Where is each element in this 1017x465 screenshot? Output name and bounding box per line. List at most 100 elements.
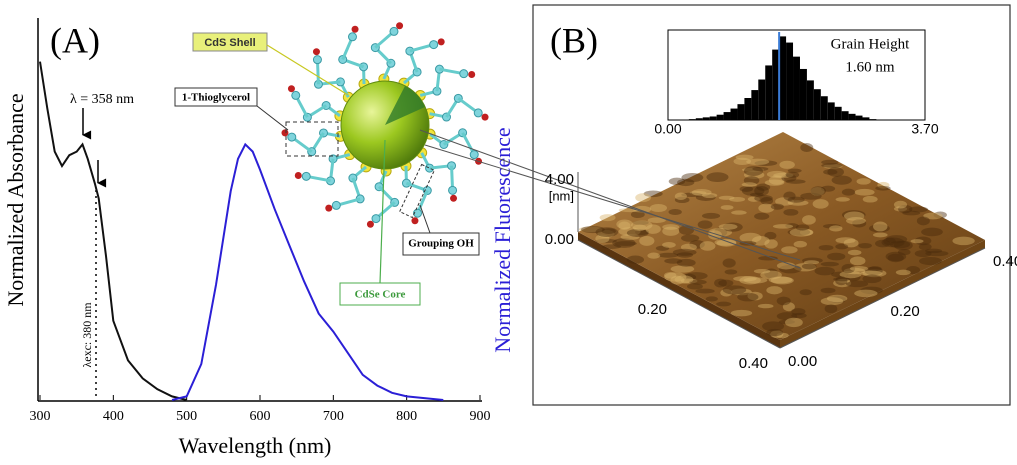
bar — [856, 116, 863, 120]
grain — [919, 243, 932, 250]
grain — [669, 209, 682, 215]
grain — [702, 213, 720, 219]
grain — [842, 189, 855, 196]
atom — [390, 27, 398, 35]
grain — [779, 161, 795, 169]
grain — [773, 224, 793, 229]
shell-label: CdS Shell — [204, 37, 255, 49]
grain — [695, 289, 714, 294]
pointer — [420, 205, 430, 233]
peak-annotation: λ = 358 nm — [70, 92, 134, 107]
atom — [292, 91, 300, 99]
atom — [474, 109, 482, 117]
grain — [911, 239, 924, 243]
grain — [706, 172, 728, 182]
atom — [430, 41, 438, 49]
grain — [800, 289, 812, 295]
grain — [721, 205, 734, 210]
grain — [786, 172, 800, 178]
bar — [807, 80, 814, 120]
grain — [873, 232, 888, 237]
bar — [786, 43, 793, 120]
oh — [281, 129, 288, 136]
grain — [855, 189, 875, 196]
bar — [724, 112, 731, 120]
grain — [717, 240, 737, 247]
grain — [758, 304, 774, 308]
grain — [854, 290, 877, 297]
z-unit: [nm] — [549, 188, 574, 203]
line — [40, 62, 187, 400]
grain — [698, 220, 713, 228]
x-tick-label: 700 — [323, 409, 344, 424]
grain — [723, 285, 747, 294]
atom — [313, 56, 321, 64]
oh — [288, 85, 295, 92]
bar — [828, 102, 835, 120]
x-tick-label: 0.40 — [739, 355, 768, 372]
y2-axis-label: Normalized Fluorescence — [490, 127, 515, 352]
grain — [915, 250, 932, 257]
oh — [450, 195, 457, 202]
grain — [700, 241, 716, 251]
grain — [706, 296, 718, 301]
grain — [827, 253, 845, 261]
grain — [896, 270, 911, 275]
figure: (A) Wavelength (nm) Normalized Absorbanc… — [0, 0, 1017, 465]
grain — [921, 228, 943, 237]
bar — [849, 114, 856, 120]
grain — [781, 246, 798, 253]
x-tick-label: 0.20 — [638, 301, 667, 318]
bar — [765, 65, 772, 120]
grain — [862, 275, 881, 284]
x-tick-label: 300 — [30, 409, 51, 424]
oh — [367, 221, 374, 228]
y-axis-label: Normalized Absorbance — [3, 93, 28, 306]
bar — [717, 115, 724, 120]
grain — [863, 196, 878, 203]
grain — [788, 197, 805, 203]
grain — [783, 209, 798, 216]
histogram-title: Grain Height — [831, 36, 911, 52]
bar — [842, 111, 849, 120]
grain — [752, 167, 768, 171]
grain — [723, 258, 736, 267]
x-tick-label: 900 — [470, 409, 491, 424]
grain — [737, 293, 758, 302]
bar — [835, 107, 842, 120]
grain — [825, 304, 838, 313]
grain — [835, 244, 848, 250]
grain — [719, 224, 738, 230]
grain — [858, 243, 872, 248]
grain — [802, 263, 817, 269]
grain — [635, 193, 651, 202]
bar — [758, 80, 765, 120]
marker-label: 1.60 nm — [845, 59, 895, 75]
oh — [396, 22, 403, 29]
atom — [288, 133, 296, 141]
grain — [714, 279, 727, 288]
grain — [731, 210, 747, 214]
grain — [846, 217, 866, 224]
grain — [902, 211, 920, 216]
atom — [348, 33, 356, 41]
atom — [449, 186, 457, 194]
grain — [850, 256, 866, 265]
ligand-label: 1-Thioglycerol — [182, 92, 250, 104]
grain — [664, 272, 676, 279]
nanoparticle — [281, 22, 488, 228]
grain — [740, 186, 753, 192]
grain — [833, 277, 850, 281]
grain — [627, 255, 644, 263]
grain — [767, 171, 787, 178]
bar — [862, 117, 869, 120]
panel-label: (B) — [550, 20, 598, 60]
x-tick-label: 600 — [250, 409, 271, 424]
grain — [815, 267, 835, 276]
bar — [800, 69, 807, 120]
grain — [777, 297, 791, 306]
grain — [596, 227, 619, 237]
grain — [821, 262, 839, 266]
grain — [681, 234, 699, 241]
oh — [468, 71, 475, 78]
